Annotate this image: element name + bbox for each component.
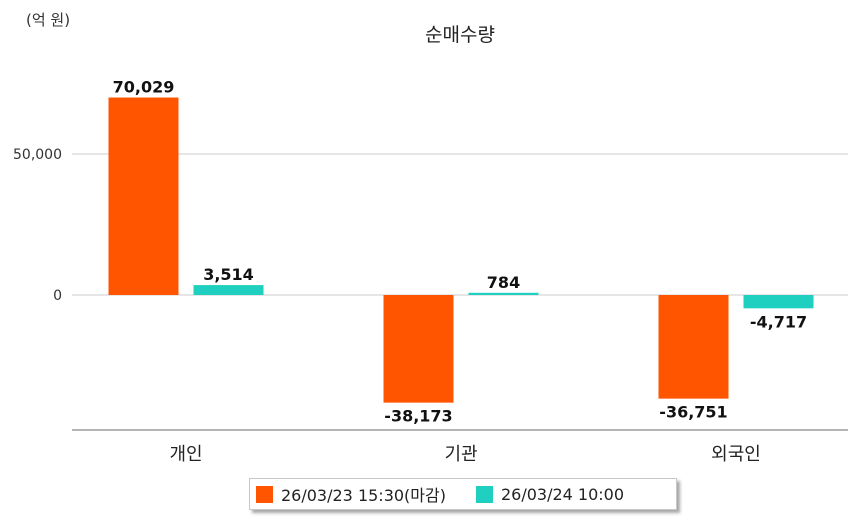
x-tick-label: 개인 — [169, 444, 202, 465]
legend-item-series-1[interactable]: 26/03/23 15:30(마감) — [256, 482, 446, 506]
chart-title: 순매수량 — [425, 24, 495, 46]
bar-1-2 — [383, 295, 454, 403]
bar-1-3 — [658, 295, 729, 399]
bar-2-2 — [468, 292, 539, 295]
y-unit-label: (억 원) — [26, 11, 71, 29]
data-label: -36,751 — [659, 403, 727, 422]
grid-layer — [72, 153, 848, 296]
legend-item-series-2[interactable]: 26/03/24 10:00 — [475, 484, 625, 504]
legend: 26/03/23 15:30(마감) 26/03/24 10:00 — [249, 478, 677, 510]
y-tick-label: 0 — [53, 288, 62, 304]
y-tick-label: 50,000 — [13, 147, 62, 163]
legend-swatch-series-1 — [256, 485, 273, 503]
data-labels-layer: 70,029 3,514 -38,173 784 -36,751 -4,717 — [113, 78, 808, 426]
data-label: 3,514 — [203, 265, 254, 284]
legend-swatch-series-2 — [475, 485, 493, 503]
data-label: -38,173 — [384, 407, 452, 426]
bar-2-1 — [193, 285, 264, 295]
x-tick-label: 기관 — [444, 444, 477, 465]
bar-1-1 — [108, 97, 179, 295]
data-label: 70,029 — [113, 78, 175, 97]
axis-layer: 0 50,000 개인 기관 외국인 — [13, 147, 848, 465]
data-label: 784 — [487, 273, 520, 292]
data-label: -4,717 — [750, 312, 807, 331]
legend-label-series-2: 26/03/24 10:00 — [500, 484, 625, 504]
legend-label-series-1: 26/03/23 15:30(마감) — [281, 486, 446, 505]
bar-2-3 — [743, 295, 814, 309]
x-tick-label: 외국인 — [711, 444, 761, 465]
bars-layer — [108, 97, 814, 403]
